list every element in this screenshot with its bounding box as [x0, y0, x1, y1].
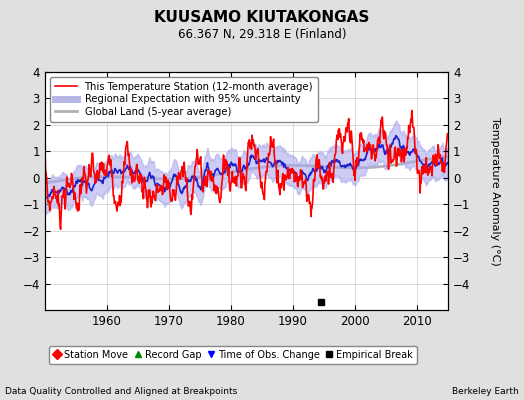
Text: KUUSAMO KIUTAKONGAS: KUUSAMO KIUTAKONGAS: [154, 10, 370, 25]
Text: Data Quality Controlled and Aligned at Breakpoints: Data Quality Controlled and Aligned at B…: [5, 387, 237, 396]
Legend: Station Move, Record Gap, Time of Obs. Change, Empirical Break: Station Move, Record Gap, Time of Obs. C…: [49, 346, 417, 364]
Text: 66.367 N, 29.318 E (Finland): 66.367 N, 29.318 E (Finland): [178, 28, 346, 41]
Y-axis label: Temperature Anomaly (°C): Temperature Anomaly (°C): [490, 117, 500, 265]
Text: Berkeley Earth: Berkeley Earth: [452, 387, 519, 396]
